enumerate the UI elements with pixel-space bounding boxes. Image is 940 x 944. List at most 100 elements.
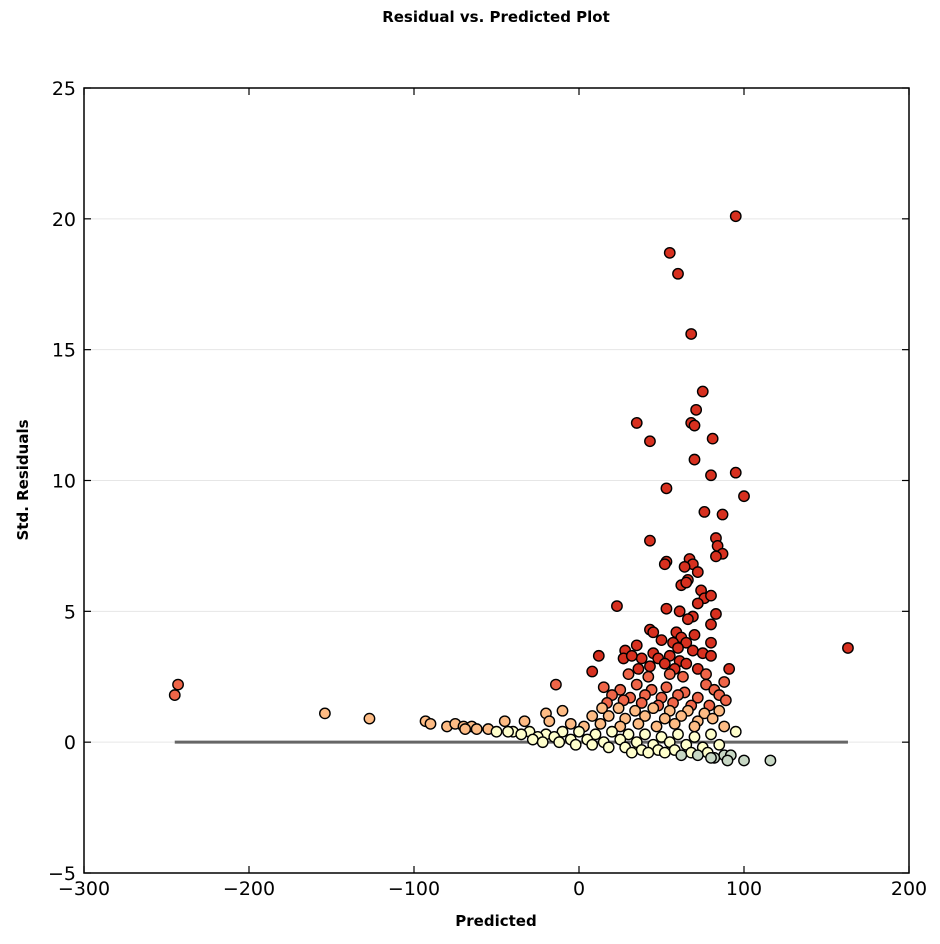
data-point — [658, 712, 671, 725]
data-point — [586, 665, 599, 678]
data-point — [655, 634, 668, 647]
data-point — [553, 736, 566, 749]
data-point — [639, 710, 651, 722]
data-point — [642, 746, 655, 759]
data-point — [556, 704, 569, 717]
data-point — [718, 720, 731, 733]
data-point — [706, 432, 719, 445]
data-point — [536, 736, 549, 749]
data-point — [663, 246, 676, 259]
y-tick-label: 5 — [64, 601, 76, 623]
data-point — [630, 639, 643, 652]
x-tick-label: 0 — [573, 878, 585, 900]
data-point — [764, 754, 777, 767]
data-point — [644, 660, 656, 673]
data-point — [721, 754, 734, 767]
data-point — [569, 738, 582, 751]
data-point — [729, 466, 742, 479]
data-point — [690, 403, 703, 416]
data-point — [688, 453, 701, 466]
data-point — [470, 723, 483, 735]
data-point — [655, 731, 668, 743]
data-point — [586, 710, 599, 722]
data-point — [672, 642, 684, 654]
data-point — [642, 670, 655, 683]
data-point — [705, 618, 717, 631]
data-point — [705, 636, 717, 649]
data-point — [363, 712, 376, 725]
data-point — [688, 628, 701, 641]
data-point — [718, 676, 731, 688]
data-point — [705, 589, 717, 602]
data-point — [672, 267, 684, 280]
data-point — [660, 681, 673, 694]
y-tick-label: 20 — [52, 209, 76, 231]
data-point — [688, 419, 701, 432]
data-point — [691, 663, 704, 675]
data-point — [639, 728, 651, 741]
chart-title: Residual vs. Predicted Plot — [382, 8, 610, 26]
data-point — [719, 694, 732, 707]
data-point — [658, 657, 671, 670]
data-point — [686, 644, 699, 657]
data-point — [705, 751, 717, 764]
data-point — [729, 725, 742, 738]
data-point — [677, 670, 689, 683]
data-point — [614, 683, 627, 696]
data-point — [168, 689, 181, 701]
data-point — [622, 728, 635, 741]
data-point — [318, 707, 331, 720]
data-point — [678, 560, 691, 573]
y-tick-label: 0 — [64, 732, 76, 754]
data-point — [596, 702, 608, 715]
data-point — [658, 746, 671, 759]
data-point — [502, 725, 514, 738]
data-point — [650, 720, 663, 733]
data-point — [586, 738, 599, 751]
data-point — [564, 717, 577, 730]
data-point — [602, 710, 615, 722]
data-point — [680, 636, 693, 649]
data-point — [644, 534, 656, 547]
data-point — [625, 649, 638, 662]
data-point — [691, 597, 704, 610]
data-point — [632, 717, 645, 730]
data-point — [602, 741, 615, 754]
data-point — [688, 731, 701, 743]
data-point — [680, 576, 693, 589]
data-point — [594, 717, 607, 730]
data-point — [635, 697, 648, 709]
x-tick-label: −100 — [388, 878, 440, 900]
x-tick-labels: −300 −200 −100 0 100 200 — [58, 878, 927, 900]
data-point — [660, 482, 673, 495]
data-point — [682, 613, 694, 626]
data-point — [459, 723, 472, 735]
data-point — [691, 749, 704, 762]
data-point — [518, 715, 531, 728]
data-point — [573, 725, 585, 738]
data-point — [632, 663, 645, 675]
data-point — [612, 702, 625, 715]
data-point — [550, 678, 562, 691]
data-point — [729, 210, 742, 223]
data-point — [592, 649, 605, 662]
data-point — [526, 733, 539, 746]
data-point — [713, 704, 726, 717]
data-point — [842, 642, 854, 654]
data-point — [543, 715, 556, 728]
x-tick-label: 200 — [891, 878, 927, 900]
data-point — [716, 508, 729, 521]
data-point — [713, 738, 726, 751]
data-point — [625, 746, 638, 759]
y-tick-label: 25 — [52, 78, 76, 100]
data-point — [647, 626, 660, 639]
data-point — [490, 725, 503, 738]
data-point — [614, 720, 627, 733]
data-point — [658, 558, 671, 571]
data-point — [738, 490, 750, 503]
data-point — [622, 668, 635, 681]
gridlines — [84, 218, 909, 743]
data-point — [700, 678, 712, 691]
y-tick-label: −5 — [48, 863, 76, 885]
data-point — [700, 668, 712, 681]
